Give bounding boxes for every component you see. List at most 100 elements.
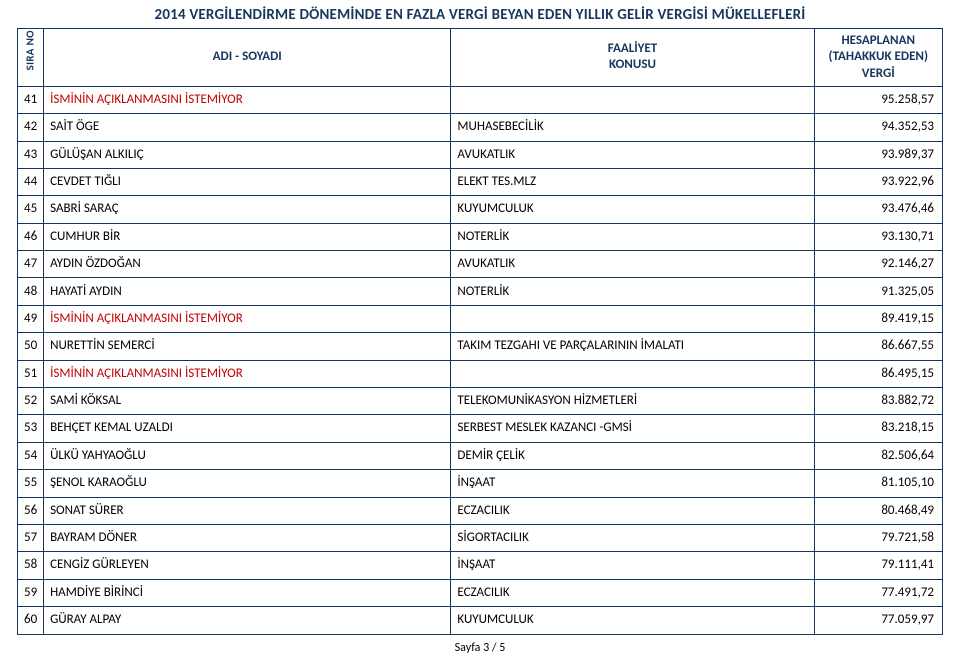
col-header-tax-l1: HESAPLANAN [821, 33, 936, 49]
cell-name: CEVDET TIĞLI [44, 168, 451, 195]
cell-activity: MUHASEBECİLİK [451, 114, 814, 141]
cell-name: ÜLKÜ YAHYAOĞLU [44, 442, 451, 469]
cell-sira: 60 [18, 607, 44, 634]
cell-activity: AVUKATLIK [451, 251, 814, 278]
cell-sira: 45 [18, 196, 44, 223]
cell-tax: 86.667,55 [814, 333, 942, 360]
table-row: 47AYDIN ÖZDOĞANAVUKATLIK92.146,27 [18, 251, 943, 278]
col-header-tax-l2: (TAHAKKUK EDEN) [821, 49, 936, 65]
cell-name: İSMİNİN AÇIKLANMASINI İSTEMİYOR [44, 305, 451, 332]
cell-tax: 91.325,05 [814, 278, 942, 305]
col-header-activity: FAALİYET KONUSU [451, 29, 814, 87]
cell-activity: ELEKT TES.MLZ [451, 168, 814, 195]
cell-name: SAMİ KÖKSAL [44, 388, 451, 415]
table-row: 46CUMHUR BİRNOTERLİK93.130,71 [18, 223, 943, 250]
cell-sira: 43 [18, 141, 44, 168]
cell-sira: 47 [18, 251, 44, 278]
cell-tax: 83.218,15 [814, 415, 942, 442]
cell-sira: 58 [18, 552, 44, 579]
cell-activity: TELEKOMUNİKASYON HİZMETLERİ [451, 388, 814, 415]
cell-activity: AVUKATLIK [451, 141, 814, 168]
cell-sira: 41 [18, 86, 44, 113]
cell-sira: 46 [18, 223, 44, 250]
cell-name: CUMHUR BİR [44, 223, 451, 250]
table-header: SIRA NO ADI - SOYADI FAALİYET KONUSU HES… [18, 29, 943, 87]
cell-name: GÜRAY ALPAY [44, 607, 451, 634]
cell-tax: 89.419,15 [814, 305, 942, 332]
cell-sira: 55 [18, 470, 44, 497]
col-header-sira-label: SIRA NO [24, 45, 38, 70]
table-row: 45SABRİ SARAÇKUYUMCULUK93.476,46 [18, 196, 943, 223]
col-header-activity-l2: KONUSU [457, 57, 807, 73]
col-header-sira: SIRA NO [18, 29, 44, 87]
cell-name: ŞENOL KARAOĞLU [44, 470, 451, 497]
cell-activity: SİGORTACILIK [451, 525, 814, 552]
cell-tax: 93.130,71 [814, 223, 942, 250]
cell-sira: 52 [18, 388, 44, 415]
cell-sira: 57 [18, 525, 44, 552]
cell-name: HAMDİYE BİRİNCİ [44, 579, 451, 606]
cell-name: SAİT ÖGE [44, 114, 451, 141]
cell-activity: ECZACILIK [451, 497, 814, 524]
table-row: 42SAİT ÖGEMUHASEBECİLİK94.352,53 [18, 114, 943, 141]
cell-sira: 50 [18, 333, 44, 360]
cell-tax: 80.468,49 [814, 497, 942, 524]
table-row: 51İSMİNİN AÇIKLANMASINI İSTEMİYOR 86.495,… [18, 360, 943, 387]
table-row: 53BEHÇET KEMAL UZALDISERBEST MESLEK KAZA… [18, 415, 943, 442]
cell-activity: ECZACILIK [451, 579, 814, 606]
cell-activity: TAKIM TEZGAHI VE PARÇALARININ İMALATI [451, 333, 814, 360]
cell-activity [451, 86, 814, 113]
col-header-activity-l1: FAALİYET [457, 41, 807, 57]
cell-sira: 51 [18, 360, 44, 387]
cell-activity: SERBEST MESLEK KAZANCI -GMSİ [451, 415, 814, 442]
cell-activity: İNŞAAT [451, 470, 814, 497]
cell-activity [451, 360, 814, 387]
cell-tax: 95.258,57 [814, 86, 942, 113]
cell-sira: 44 [18, 168, 44, 195]
table-row: 54ÜLKÜ YAHYAOĞLUDEMİR ÇELİK82.506,64 [18, 442, 943, 469]
cell-sira: 59 [18, 579, 44, 606]
cell-activity: İNŞAAT [451, 552, 814, 579]
cell-name: BEHÇET KEMAL UZALDI [44, 415, 451, 442]
cell-name: CENGİZ GÜRLEYEN [44, 552, 451, 579]
table-row: 56SONAT SÜRERECZACILIK80.468,49 [18, 497, 943, 524]
col-header-name: ADI - SOYADI [44, 29, 451, 87]
cell-name: SABRİ SARAÇ [44, 196, 451, 223]
cell-tax: 81.105,10 [814, 470, 942, 497]
table-row: 55ŞENOL KARAOĞLUİNŞAAT81.105,10 [18, 470, 943, 497]
cell-name: AYDIN ÖZDOĞAN [44, 251, 451, 278]
table-row: 58CENGİZ GÜRLEYENİNŞAAT79.111,41 [18, 552, 943, 579]
cell-activity: NOTERLİK [451, 223, 814, 250]
table-body: 41İSMİNİN AÇIKLANMASINI İSTEMİYOR95.258,… [18, 86, 943, 634]
cell-sira: 56 [18, 497, 44, 524]
table-row: 41İSMİNİN AÇIKLANMASINI İSTEMİYOR 95.258,… [18, 86, 943, 113]
cell-sira: 48 [18, 278, 44, 305]
cell-tax: 77.059,97 [814, 607, 942, 634]
cell-sira: 42 [18, 114, 44, 141]
cell-tax: 79.111,41 [814, 552, 942, 579]
cell-activity: KUYUMCULUK [451, 607, 814, 634]
table-row: 48HAYATİ AYDINNOTERLİK91.325,05 [18, 278, 943, 305]
page-footer: Sayfa 3 / 5 [17, 641, 943, 655]
cell-tax: 86.495,15 [814, 360, 942, 387]
cell-name: İSMİNİN AÇIKLANMASINI İSTEMİYOR [44, 360, 451, 387]
cell-tax: 83.882,72 [814, 388, 942, 415]
cell-sira: 49 [18, 305, 44, 332]
cell-activity: DEMİR ÇELİK [451, 442, 814, 469]
cell-tax: 77.491,72 [814, 579, 942, 606]
table-row: 50NURETTİN SEMERCİTAKIM TEZGAHI VE PARÇA… [18, 333, 943, 360]
cell-name: GÜLÜŞAN ALKILIÇ [44, 141, 451, 168]
cell-activity [451, 305, 814, 332]
cell-tax: 93.476,46 [814, 196, 942, 223]
col-header-tax-l3: VERGİ [821, 66, 936, 82]
cell-name: NURETTİN SEMERCİ [44, 333, 451, 360]
cell-tax: 92.146,27 [814, 251, 942, 278]
page-title: 2014 VERGİLENDİRME DÖNEMİNDE EN FAZLA VE… [17, 6, 943, 24]
tax-table: SIRA NO ADI - SOYADI FAALİYET KONUSU HES… [17, 28, 943, 635]
cell-sira: 54 [18, 442, 44, 469]
table-row: 57BAYRAM DÖNERSİGORTACILIK79.721,58 [18, 525, 943, 552]
table-row: 52SAMİ KÖKSALTELEKOMUNİKASYON HİZMETLERİ… [18, 388, 943, 415]
cell-name: İSMİNİN AÇIKLANMASINI İSTEMİYOR [44, 86, 451, 113]
cell-tax: 94.352,53 [814, 114, 942, 141]
table-row: 59HAMDİYE BİRİNCİECZACILIK77.491,72 [18, 579, 943, 606]
